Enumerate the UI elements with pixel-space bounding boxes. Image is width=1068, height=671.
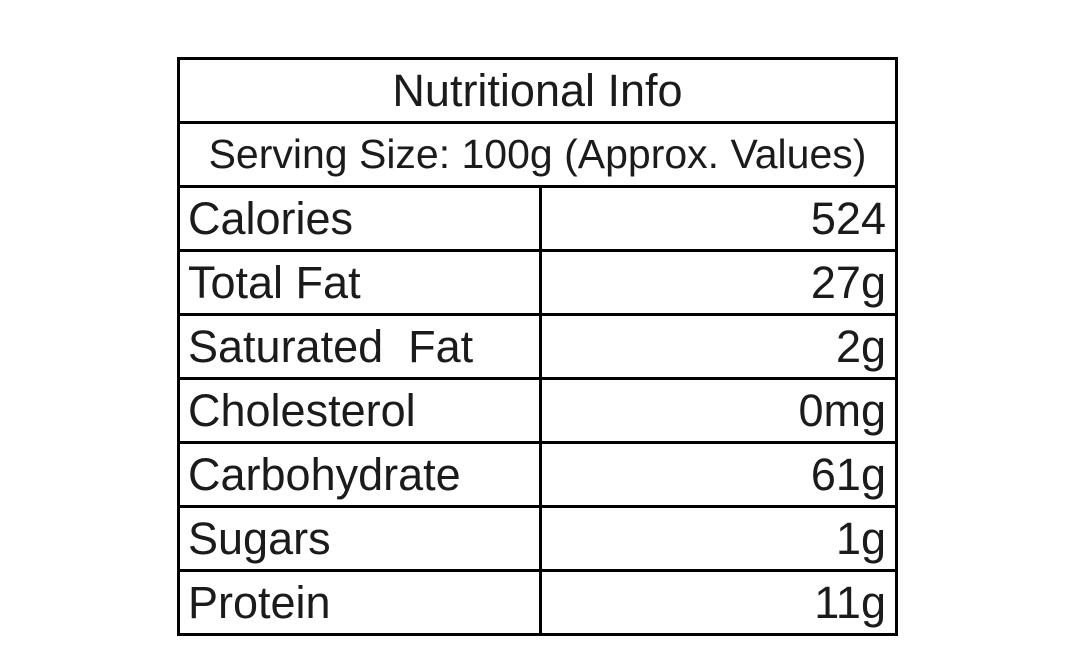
serving-size-row: Serving Size: 100g (Approx. Values) <box>177 121 898 188</box>
nutrient-row-saturated-fat: Saturated Fat 2g <box>177 313 899 380</box>
nutrient-value: 524 <box>538 185 899 252</box>
nutrient-label: Saturated Fat <box>177 313 542 380</box>
nutrient-label: Cholesterol <box>177 377 542 444</box>
nutrient-row-sugars: Sugars 1g <box>177 505 899 572</box>
table-title: Nutritional Info <box>177 57 898 124</box>
nutrient-row-total-fat: Total Fat 27g <box>177 249 899 316</box>
nutrient-row-calories: Calories 524 <box>177 185 899 252</box>
serving-size-line: Serving Size: 100g (Approx. Values) <box>177 121 898 188</box>
table-title-row: Nutritional Info <box>177 57 898 124</box>
nutrient-row-cholesterol: Cholesterol 0mg <box>177 377 899 444</box>
nutrient-row-carbohydrate: Carbohydrate 61g <box>177 441 899 508</box>
nutrient-value: 1g <box>538 505 899 572</box>
nutrient-label: Total Fat <box>177 249 542 316</box>
nutrient-value: 61g <box>538 441 899 508</box>
nutrient-row-protein: Protein 11g <box>177 569 899 636</box>
nutrition-table: Nutritional Info Serving Size: 100g (App… <box>177 57 899 636</box>
nutrient-label: Protein <box>177 569 542 636</box>
nutrient-label: Calories <box>177 185 542 252</box>
nutrient-value: 0mg <box>538 377 899 444</box>
nutrient-value: 27g <box>538 249 899 316</box>
nutrient-value: 2g <box>538 313 899 380</box>
nutrient-label: Sugars <box>177 505 542 572</box>
nutrient-label: Carbohydrate <box>177 441 542 508</box>
nutrient-value: 11g <box>538 569 899 636</box>
